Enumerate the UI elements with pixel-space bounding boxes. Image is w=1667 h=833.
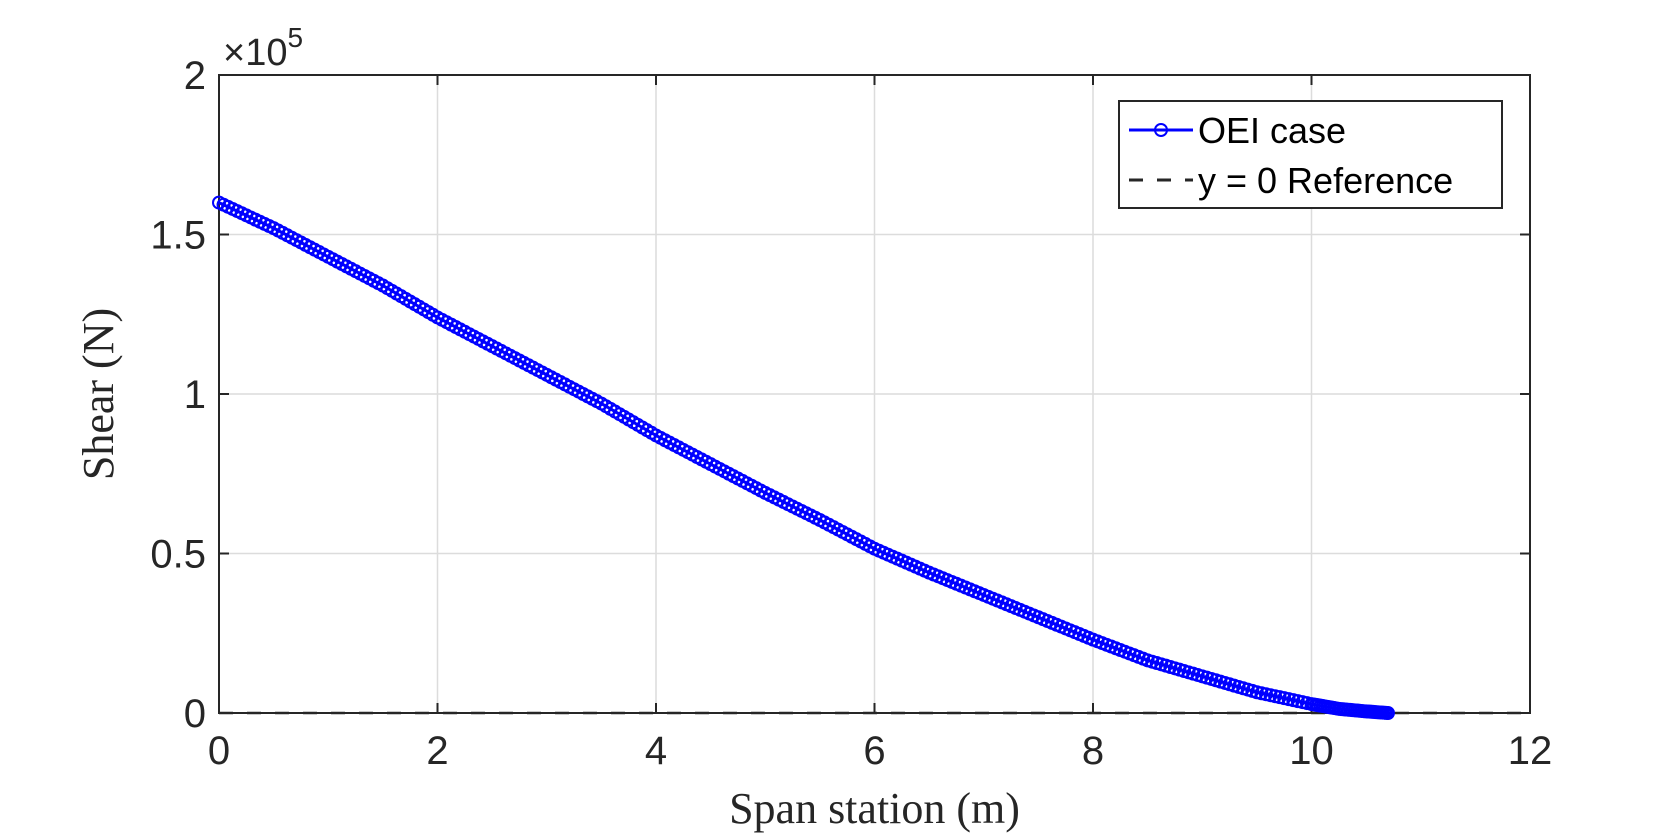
y-axis-exponent: ×105 [223, 22, 303, 74]
x-tick-label: 12 [1508, 729, 1553, 773]
legend-marker-oei [1154, 123, 1168, 137]
x-tick-label: 6 [863, 729, 885, 773]
legend: OEI case y = 0 Reference [1118, 100, 1503, 209]
y-axis-exponent-power: 5 [287, 22, 303, 53]
legend-label-reference: y = 0 Reference [1198, 160, 1453, 201]
axis-ticks: 0 2 4 6 8 10 12 0 0.5 1 1.5 2 [150, 54, 1552, 773]
y-tick-label: 0 [184, 692, 206, 736]
y-tick-label: 2 [184, 54, 206, 98]
legend-label-oei: OEI case [1198, 110, 1346, 151]
series-layer [212, 195, 1530, 720]
legend-box [1118, 100, 1503, 209]
x-tick-label: 4 [645, 729, 667, 773]
series-markers-oei [212, 195, 1395, 720]
x-tick-label: 10 [1289, 729, 1334, 773]
x-axis-label: Span station (m) [729, 784, 1020, 833]
y-tick-label: 1.5 [150, 214, 206, 258]
y-tick-label: 0.5 [150, 533, 206, 577]
x-tick-label: 8 [1082, 729, 1104, 773]
y-axis-exponent-base: ×10 [223, 32, 287, 74]
x-tick-label: 0 [208, 729, 230, 773]
x-tick-label: 2 [426, 729, 448, 773]
y-axis-label: Shear (N) [74, 308, 123, 480]
y-tick-label: 1 [184, 373, 206, 417]
data-point [1380, 706, 1395, 720]
